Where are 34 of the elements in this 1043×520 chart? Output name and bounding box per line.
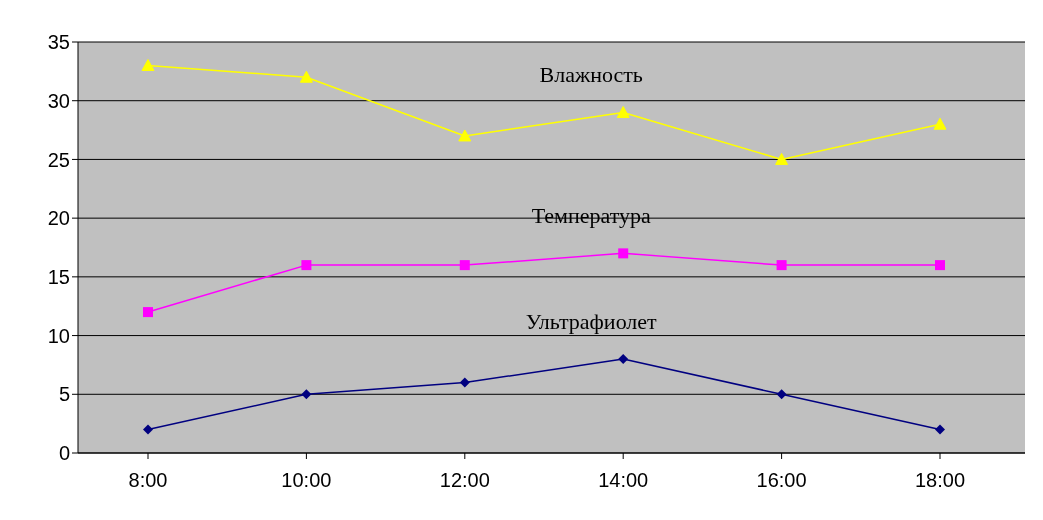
- point: [299, 70, 313, 83]
- point: [618, 248, 629, 259]
- x-tick-label: 16:00: [756, 469, 807, 492]
- y-tick-label: 0: [58, 442, 70, 465]
- x-tick-label: 14:00: [598, 469, 649, 492]
- point: [143, 424, 153, 435]
- point: [933, 117, 947, 130]
- y-tick-label: 30: [47, 89, 70, 112]
- point: [459, 260, 470, 271]
- y-tick-label: 35: [47, 31, 70, 54]
- point: [616, 105, 630, 118]
- y-tick-label: 10: [47, 324, 70, 347]
- y-tick-label: 25: [47, 148, 70, 171]
- series-label: Влажность: [539, 62, 643, 88]
- point: [458, 129, 472, 142]
- point: [776, 260, 787, 271]
- point: [935, 260, 945, 271]
- y-tick-label: 15: [47, 265, 70, 288]
- point: [301, 389, 312, 400]
- x-tick-label: 18:00: [914, 469, 966, 492]
- y-tick-label: 20: [47, 207, 70, 230]
- point: [141, 58, 155, 71]
- x-tick-label: 8:00: [128, 469, 168, 492]
- point: [143, 307, 153, 318]
- x-tick-label: 10:00: [281, 469, 332, 492]
- point: [775, 152, 789, 165]
- x-tick-label: 12:00: [439, 469, 490, 492]
- point: [935, 424, 945, 435]
- point: [459, 377, 470, 388]
- point: [301, 260, 312, 271]
- point: [776, 389, 787, 400]
- series-label: Ультрафиолет: [525, 309, 658, 335]
- y-tick-label: 5: [58, 383, 70, 406]
- point: [618, 354, 629, 365]
